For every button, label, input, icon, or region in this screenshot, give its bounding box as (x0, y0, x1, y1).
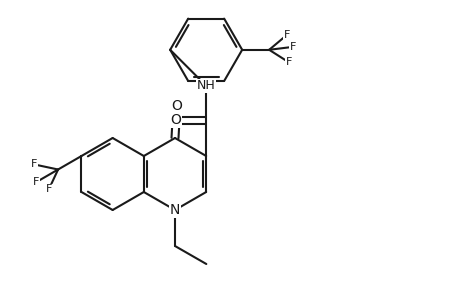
Text: F: F (45, 184, 52, 194)
Text: F: F (289, 42, 295, 52)
Text: O: O (170, 113, 181, 127)
Text: F: F (283, 30, 290, 40)
Text: F: F (33, 177, 39, 187)
Text: NH: NH (196, 79, 215, 92)
Text: F: F (31, 160, 38, 170)
Text: O: O (171, 99, 182, 112)
Text: F: F (285, 57, 291, 68)
Text: N: N (169, 203, 180, 217)
